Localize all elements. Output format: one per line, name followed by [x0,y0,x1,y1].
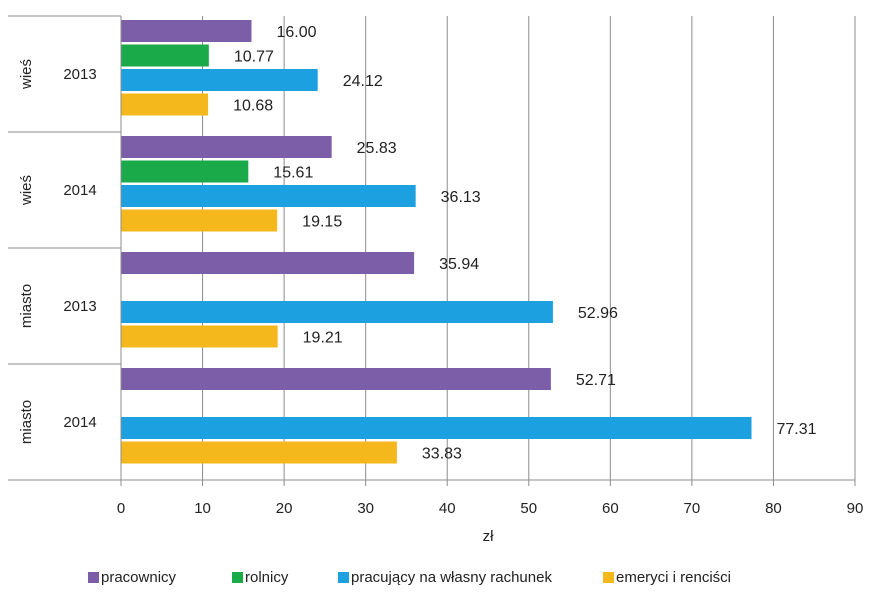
legend-label: pracownicy [101,569,177,586]
bar [121,441,397,464]
legend-label: emeryci i renciści [616,569,731,586]
data-label: 24.12 [343,73,383,90]
category-year-label: 2013 [63,66,96,83]
category-axis: 2013 wieś 2014 wieś 2013 miasto 2014 miasto [8,15,122,481]
data-label: 36.13 [441,189,481,206]
legend-label: pracujący na własny rachunek [351,569,552,586]
category-year-label: 2014 [63,182,96,199]
bar [121,301,553,323]
category-year-label: 2013 [63,298,96,315]
data-label: 16.00 [276,24,316,41]
category-group-label: miasto [18,284,35,328]
category-group-label: wieś [18,59,35,90]
bar [121,209,278,232]
x-tick-label: 40 [439,500,456,517]
legend-swatch [88,572,99,583]
legend-swatch [603,572,614,583]
grid-lines [202,16,856,480]
bar [121,252,415,274]
data-label: 10.77 [234,49,274,66]
value-axis: 0 10 20 30 40 50 60 70 80 90 [117,479,864,517]
data-label: 52.96 [578,305,618,322]
x-tick-label: 50 [520,500,537,517]
data-label: 15.61 [273,165,313,182]
bar [121,93,209,116]
data-label: 19.21 [303,330,343,347]
category-year-label: 2014 [63,414,96,431]
data-label: 10.68 [233,98,273,115]
x-tick-label: 80 [765,500,782,517]
legend-swatch [232,572,243,583]
legend: pracownicy rolnicy pracujący na własny rac… [88,569,731,586]
data-label: 25.83 [357,140,397,157]
data-label: 35.94 [439,256,479,273]
x-tick-label: 90 [847,500,864,517]
category-group-label: wieś [18,175,35,206]
bar [121,368,551,390]
bar [121,325,278,348]
x-tick-label: 0 [117,500,125,517]
data-label: 77.31 [777,421,817,438]
bar [121,20,252,42]
x-tick-label: 10 [194,500,211,517]
data-label: 33.83 [422,446,462,463]
bar [121,136,332,158]
bar [121,185,416,207]
bar [121,44,209,67]
bar [121,69,318,91]
bar [121,417,752,439]
x-tick-label: 60 [602,500,619,517]
data-label: 52.71 [576,372,616,389]
bars [121,20,752,464]
x-tick-label: 20 [276,500,293,517]
x-axis-title: zł [483,528,495,545]
x-tick-label: 30 [357,500,374,517]
legend-swatch [338,572,349,583]
bar [121,160,249,183]
x-tick-label: 70 [684,500,701,517]
legend-label: rolnicy [245,569,289,586]
category-group-label: miasto [18,400,35,444]
data-label: 19.15 [302,214,342,231]
